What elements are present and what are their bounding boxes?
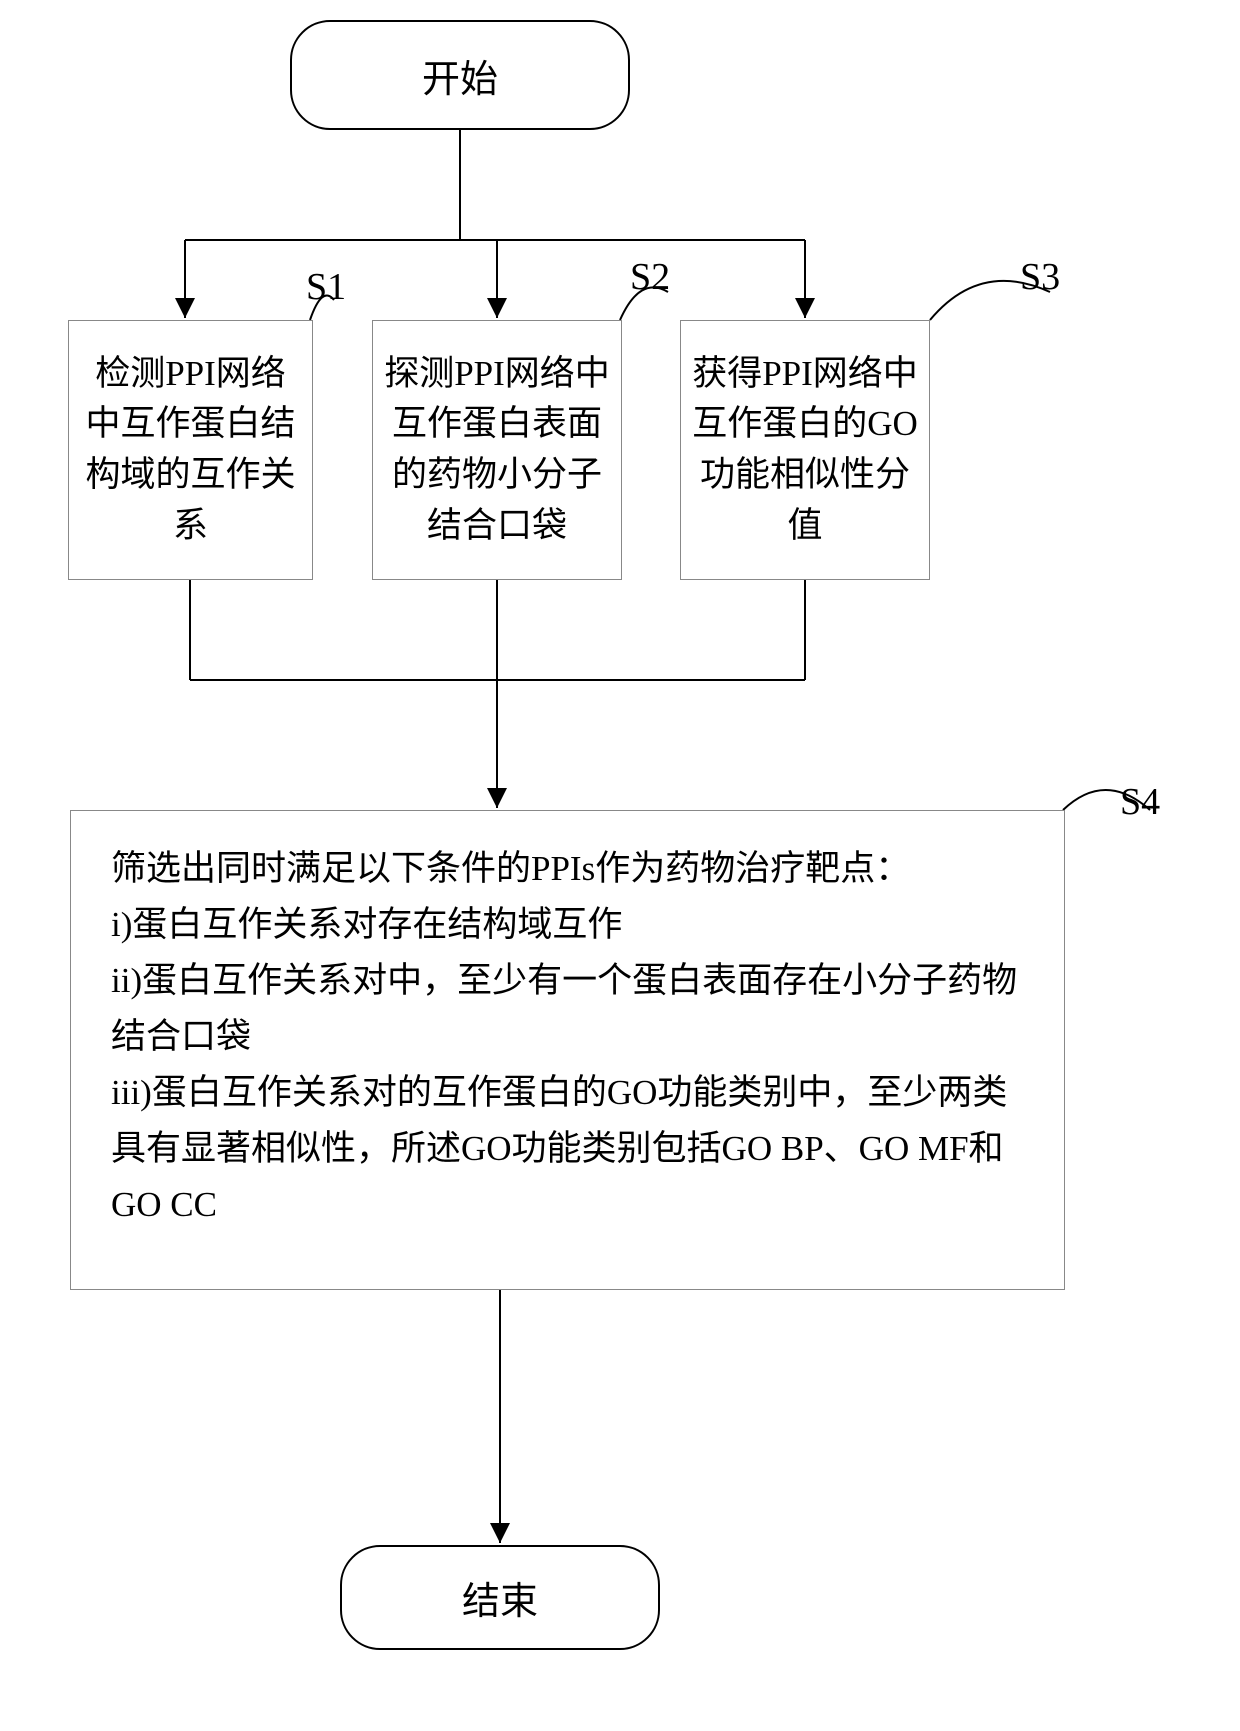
- flow-end: 结束: [340, 1545, 660, 1650]
- end-label: 结束: [462, 1570, 538, 1625]
- edge-s4-end: [0, 0, 1240, 1731]
